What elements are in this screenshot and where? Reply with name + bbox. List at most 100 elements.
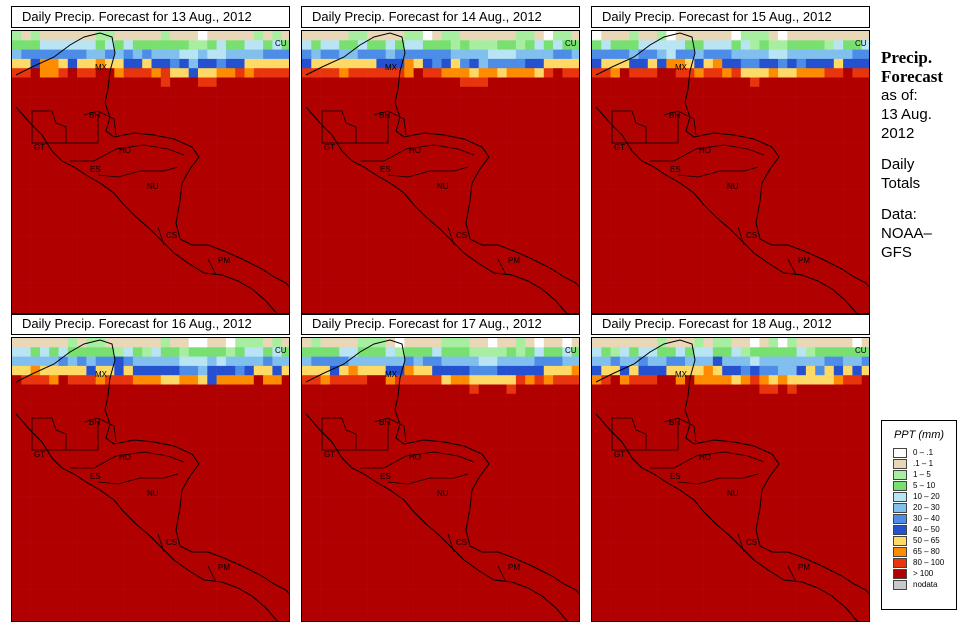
legend-label: 0 – .1 — [913, 448, 934, 457]
country-label-pm: PM — [508, 563, 520, 572]
country-label-gt: GT — [34, 450, 45, 459]
country-label-mx: MX — [95, 370, 108, 379]
legend-label: 20 – 30 — [913, 503, 940, 512]
country-label-mx: MX — [385, 370, 398, 379]
country-label-bh: BH — [669, 111, 680, 120]
country-label-nu: NU — [147, 182, 159, 191]
country-label-bh: BH — [89, 418, 100, 427]
legend-label: 65 – 80 — [913, 547, 940, 556]
country-label-gt: GT — [324, 450, 335, 459]
country-label-es: ES — [380, 472, 391, 481]
panel-title: Daily Precip. Forecast for 18 Aug., 2012 — [591, 313, 870, 335]
panel-title: Daily Precip. Forecast for 15 Aug., 2012 — [591, 6, 870, 28]
legend-item: nodata — [893, 579, 956, 590]
country-label-cu: CU — [275, 346, 287, 355]
precip-map: MX BH GT HO ES NU CS PM CU — [301, 30, 580, 315]
legend-swatch — [893, 502, 907, 513]
legend-title: PPT (mm) — [893, 429, 945, 441]
legend-swatch — [893, 557, 907, 568]
legend-item: 10 – 20 — [893, 491, 956, 502]
precip-map: MX BH GT HO ES NU CS PM CU — [301, 337, 580, 622]
precip-map: MX BH GT HO ES NU CS PM CU — [11, 337, 290, 622]
precip-grid-svg: MX BH GT HO ES NU CS PM CU — [12, 31, 289, 314]
country-borders — [31, 417, 217, 583]
country-label-ho: HO — [409, 146, 421, 155]
legend-item: 5 – 10 — [893, 480, 956, 491]
totals-line-2: Totals — [881, 175, 921, 192]
info-sidebar: Precip. Forecast as of: 13 Aug. 2012 Dai… — [881, 48, 967, 262]
country-label-pm: PM — [798, 563, 810, 572]
country-label-cs: CS — [166, 538, 177, 547]
country-label-cs: CS — [166, 231, 177, 240]
coastline — [15, 32, 289, 314]
legend-item: 50 – 65 — [893, 535, 956, 546]
country-borders — [611, 110, 797, 276]
precip-map: MX BH GT HO ES NU CS PM CU — [591, 30, 870, 315]
coastline — [595, 32, 869, 314]
legend-swatch — [893, 579, 907, 590]
country-borders — [321, 417, 507, 583]
legend-label: 40 – 50 — [913, 525, 940, 534]
legend-label: > 100 — [913, 569, 934, 578]
country-label-mx: MX — [385, 63, 398, 72]
coastline — [15, 339, 289, 621]
country-label-bh: BH — [669, 418, 680, 427]
country-label-cs: CS — [456, 538, 467, 547]
country-label-mx: MX — [675, 370, 688, 379]
country-label-pm: PM — [508, 256, 520, 265]
asof-label: as of: — [881, 87, 918, 104]
legend-label: 30 – 40 — [913, 514, 940, 523]
coastline — [595, 339, 869, 621]
country-label-ho: HO — [119, 453, 131, 462]
date-line-1: 13 Aug. — [881, 106, 932, 123]
country-label-nu: NU — [437, 489, 449, 498]
legend-swatch — [893, 513, 907, 524]
legend-label: 5 – 10 — [913, 481, 936, 490]
coastline — [305, 339, 579, 621]
precip-grid-svg: MX BH GT HO ES NU CS PM CU — [302, 31, 579, 314]
country-label-cu: CU — [275, 39, 287, 48]
country-label-nu: NU — [437, 182, 449, 191]
country-label-pm: PM — [218, 256, 230, 265]
legend-label: 1 – 5 — [913, 470, 931, 479]
country-label-cu: CU — [855, 346, 867, 355]
country-label-pm: PM — [798, 256, 810, 265]
legend-item: 40 – 50 — [893, 524, 956, 535]
heading-line-2: Forecast — [881, 67, 943, 86]
country-label-bh: BH — [89, 111, 100, 120]
country-borders — [611, 417, 797, 583]
panel-title: Daily Precip. Forecast for 13 Aug., 2012 — [11, 6, 290, 28]
country-label-cu: CU — [565, 346, 577, 355]
country-label-ho: HO — [699, 453, 711, 462]
country-borders — [321, 110, 507, 276]
legend-swatch — [893, 480, 907, 491]
precip-legend: PPT (mm) 0 – .1 .1 – 1 1 – 5 5 – 10 10 – 20 2… — [881, 420, 957, 610]
legend-swatch — [893, 535, 907, 546]
country-label-nu: NU — [727, 489, 739, 498]
country-label-pm: PM — [218, 563, 230, 572]
country-label-gt: GT — [614, 143, 625, 152]
data-line-3: GFS — [881, 244, 912, 261]
legend-label: .1 – 1 — [913, 459, 934, 468]
legend-swatch — [893, 568, 907, 579]
country-label-es: ES — [90, 472, 101, 481]
legend-item: .1 – 1 — [893, 458, 956, 469]
legend-item: 20 – 30 — [893, 502, 956, 513]
legend-item: > 100 — [893, 568, 956, 579]
legend-swatch — [893, 491, 907, 502]
precip-grid-svg: MX BH GT HO ES NU CS PM CU — [302, 338, 579, 621]
country-label-mx: MX — [95, 63, 108, 72]
legend-swatch — [893, 546, 907, 557]
coastline — [305, 32, 579, 314]
country-label-nu: NU — [727, 182, 739, 191]
country-label-bh: BH — [379, 418, 390, 427]
country-label-ho: HO — [119, 146, 131, 155]
country-label-gt: GT — [34, 143, 45, 152]
legend-item: 30 – 40 — [893, 513, 956, 524]
panel-title: Daily Precip. Forecast for 14 Aug., 2012 — [301, 6, 580, 28]
totals-line-1: Daily — [881, 156, 915, 173]
legend-swatch — [893, 447, 907, 458]
country-label-ho: HO — [409, 453, 421, 462]
legend-item: 80 – 100 — [893, 557, 956, 568]
country-label-bh: BH — [379, 111, 390, 120]
